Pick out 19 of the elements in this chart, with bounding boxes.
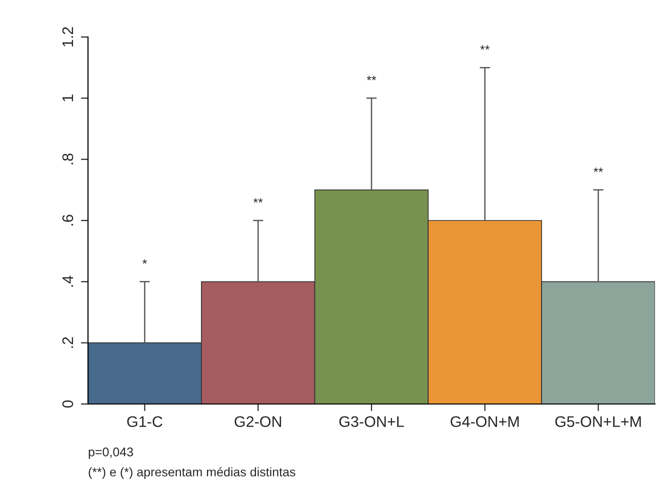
annotation: ** [366, 76, 376, 80]
annotation: ** [594, 168, 603, 172]
y-tick-label: .8 [62, 154, 74, 164]
annotation: ** [480, 45, 490, 50]
text: p=0,043 [88, 448, 133, 459]
x-tick-label: G2-ON [234, 416, 282, 428]
x-tick-label: G5-ON+L+M [555, 416, 641, 428]
y-tick-label: .6 [62, 214, 74, 226]
x-tick-label: G3-ON+L [339, 416, 404, 428]
x-tick-label: G1-C [127, 416, 162, 428]
x-tick-label: G4-ON+M [450, 416, 519, 428]
y-tick-label: .2 [62, 337, 74, 348]
y-tick-label: .4 [62, 276, 74, 287]
y-tick-label: 1.2 [62, 27, 74, 46]
text: (**) e (*) apresentam médias distintas [88, 467, 296, 479]
y-tick-label: 1 [62, 94, 74, 102]
annotation: * [142, 259, 147, 264]
y-tick-label: 0 [62, 400, 74, 408]
annotation: ** [253, 198, 263, 203]
